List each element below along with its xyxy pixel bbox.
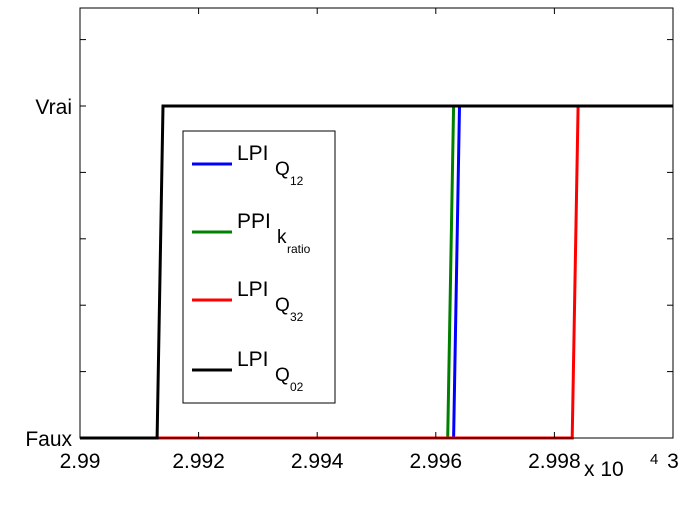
axes-box xyxy=(79,7,674,439)
y-tick-label-0: Faux xyxy=(25,428,72,451)
legend-label-0: LPI xyxy=(237,142,269,165)
x-tick-label-0: 2.99 xyxy=(60,450,101,473)
legend-sub-3: Q xyxy=(275,365,290,386)
x-tick-label-5: 3 xyxy=(667,450,679,473)
x-multiplier-exponent: 4 xyxy=(650,451,658,468)
legend-box xyxy=(182,130,336,404)
legend-subsub-0: 12 xyxy=(290,174,304,188)
legend-label-1: PPI xyxy=(237,210,271,233)
ticks-layer xyxy=(79,8,674,439)
legend-subsub-3: 02 xyxy=(290,380,304,394)
legend-subsub-1: ratio xyxy=(287,242,311,256)
series-layer xyxy=(80,104,673,440)
legend-sub-1: k xyxy=(277,227,287,248)
legend-subsub-2: 32 xyxy=(290,310,304,324)
tick-labels: 2.99 2.992 2.994 2.996 2.998 3 Faux Vrai x 10 4 xyxy=(25,96,679,481)
series-line-1 xyxy=(80,104,673,440)
x-tick-label-2: 2.994 xyxy=(291,450,344,473)
legend-label-2: LPI xyxy=(237,278,269,301)
series-line-0 xyxy=(80,104,673,440)
x-tick-label-1: 2.992 xyxy=(172,450,225,473)
legend-label-3: LPI xyxy=(237,348,269,371)
x-tick-label-3: 2.996 xyxy=(410,450,463,473)
series-line-3 xyxy=(80,104,673,440)
x-multiplier-label: x 10 xyxy=(584,458,624,481)
y-tick-label-1: Vrai xyxy=(35,96,72,119)
legend-sub-2: Q xyxy=(275,295,290,316)
x-tick-label-4: 2.998 xyxy=(528,450,581,473)
series-line-2 xyxy=(80,104,673,440)
legend-sub-0: Q xyxy=(275,159,290,180)
